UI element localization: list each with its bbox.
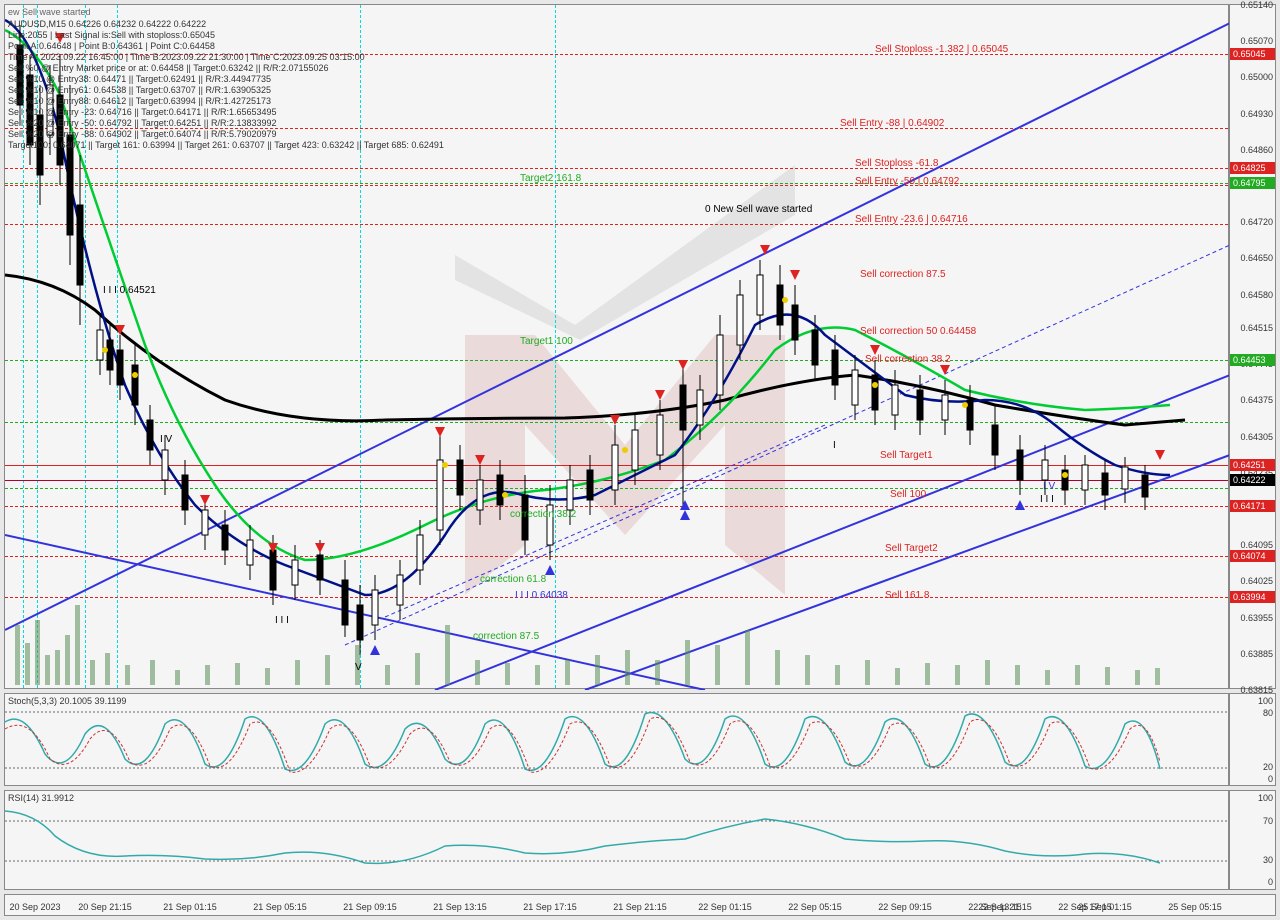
horizontal-level-line [5,597,1228,598]
info-timeABC: Time A: 2023.09.22 16:45:00 | Time B:202… [8,52,365,62]
time-tick: 22 Sep 01:15 [698,902,752,912]
info-sell2: Sell %10 @ Entry38: 0.64471 || Target:0.… [8,74,271,84]
horizontal-level-line [5,168,1228,169]
chart-annotation: I I I 0.64521 [103,285,156,296]
price-tag: 0.63994 [1230,591,1275,603]
chart-annotation: I I I [275,615,289,626]
chart-annotation: Target2 161.8 [520,173,581,184]
chart-annotation: Sell Entry -88 | 0.64902 [840,118,944,129]
horizontal-level-line [5,224,1228,225]
chart-annotation: Sell correction 50 0.64458 [860,326,976,337]
horizontal-level-line [5,360,1228,361]
main-price-chart[interactable]: ew Sell wave started AUDUSD,M15 0.64226 … [4,4,1229,689]
chart-annotation: correction 61.8 [480,574,546,585]
chart-annotation: Sell 161.8 [885,590,929,601]
info-sell5: Sell %10 @ Entry -23: 0.64716 || Target:… [8,107,277,117]
time-tick: 21 Sep 17:15 [523,902,577,912]
info-target: Target100: 0.64071 || Target 161: 0.6399… [8,140,444,150]
watermark-logo [435,145,815,625]
time-tick: 21 Sep 01:15 [163,902,217,912]
horizontal-level-line [5,422,1228,423]
chart-annotation: Target1 100 [520,336,573,347]
price-tag: 0.64795 [1230,177,1275,189]
stoch-label: Stoch(5,3,3) 20.1005 39.1199 [8,696,126,706]
symbol-line: AUDUSD,M15 0.64226 0.64232 0.64222 0.642… [8,19,206,29]
price-tick: 0.64025 [1240,576,1273,586]
price-tag: 0.64453 [1230,354,1275,366]
chart-annotation: I I I 0.64038 [515,590,568,601]
vertical-time-marker [360,5,361,688]
price-tick: 0.65140 [1240,0,1273,10]
chart-annotation: correction 87.5 [473,631,539,642]
price-axis: 0.651400.650700.650000.649300.648600.647… [1229,4,1276,689]
price-tick: 0.64515 [1240,323,1273,333]
price-tick: 0.64650 [1240,253,1273,263]
chart-annotation: Sell Entry -23.6 | 0.64716 [855,214,968,225]
price-tick: 0.65000 [1240,72,1273,82]
time-tick: 20 Sep 21:15 [78,902,132,912]
rsi-label: RSI(14) 31.9912 [8,793,74,803]
price-tag: 0.64251 [1230,459,1275,471]
time-axis: 20 Sep 2023 20 Sep 21:15 21 Sep 01:15 21 Se… [4,894,1276,916]
price-tag: 0.64074 [1230,550,1275,562]
price-tick: 0.64720 [1240,217,1273,227]
price-tick: 0.64095 [1240,540,1273,550]
time-tick: 25 Sep 05:15 [1168,902,1222,912]
price-tag: 0.64171 [1230,500,1275,512]
stochastic-panel[interactable]: Stoch(5,3,3) 20.1005 39.1199 [4,693,1229,786]
time-tick: 21 Sep 13:15 [433,902,487,912]
time-tick: 21 Sep 05:15 [253,902,307,912]
price-tick: 0.64930 [1240,109,1273,119]
time-tick: 22 Sep 09:15 [878,902,932,912]
chart-container: ew Sell wave started AUDUSD,M15 0.64226 … [0,0,1280,920]
info-sell4: Sell %10 @ Entry88: 0.64612 || Target:0.… [8,96,271,106]
chart-annotation: I [833,440,836,451]
rsi-panel[interactable]: RSI(14) 31.9912 [4,790,1229,890]
chart-annotation: V [355,662,362,673]
chart-annotation: correction 38.2 [510,509,576,520]
time-tick: 21 Sep 09:15 [343,902,397,912]
price-tag: 0.65045 [1230,48,1275,60]
price-tick: 0.64375 [1240,395,1273,405]
chart-annotation: 0 New Sell wave started [705,204,812,215]
info-line2: Line:2055 | Last Signal is:Sell with sto… [8,30,215,40]
chart-annotation: Sell correction 38.2 [865,354,951,365]
chart-annotation: I V [1043,481,1055,492]
price-tag: 0.64825 [1230,162,1275,174]
info-sell6: Sell %20 @ Entry -50: 0.64792 || Target:… [8,118,277,128]
price-tick: 0.65070 [1240,36,1273,46]
chart-annotation: Sell Stoploss -61.8 [855,158,938,169]
info-sell1: Sell %0 @ Entry Market price or at: 0.64… [8,63,329,73]
horizontal-level-line [5,556,1228,557]
horizontal-level-line [5,465,1228,466]
price-tick: 0.63955 [1240,613,1273,623]
horizontal-level-line [5,185,1228,186]
time-tick: 20 Sep 2023 [9,902,60,912]
info-pointA: Point A:0.64648 | Point B:0.64361 | Poin… [8,41,215,51]
chart-annotation: Sell correction 87.5 [860,269,946,280]
horizontal-level-line [5,506,1228,507]
price-tag: 0.64222 [1230,474,1275,486]
title-line: ew Sell wave started [8,7,91,17]
time-tick: 25 Sep 01:15 [1078,902,1132,912]
chart-annotation: I I I [1040,494,1054,505]
time-tick: 22 Sep 05:15 [788,902,842,912]
price-tick: 0.64305 [1240,432,1273,442]
price-tick: 0.64580 [1240,290,1273,300]
info-sell3: Sell %10 @ Entry61: 0.64538 || Target:0.… [8,85,271,95]
price-tick: 0.64860 [1240,145,1273,155]
chart-annotation: Sell Entry -50 | 0.64792 [855,176,959,187]
rsi-axis: 100 70 30 0 [1229,790,1276,890]
chart-annotation: Sell Target2 [885,543,938,554]
price-tick: 0.63885 [1240,649,1273,659]
chart-annotation: Sell Stoploss -1.382 | 0.65045 [875,44,1008,55]
chart-annotation: Sell 100 [890,489,926,500]
chart-annotation: I V [160,434,172,445]
info-sell7: Sell %20 @ Entry -88: 0.64902 || Target:… [8,129,277,139]
time-tick: 22 Sep 21:15 [978,902,1032,912]
stoch-axis: 100 80 20 0 [1229,693,1276,786]
chart-annotation: Sell Target1 [880,450,933,461]
time-tick: 21 Sep 21:15 [613,902,667,912]
